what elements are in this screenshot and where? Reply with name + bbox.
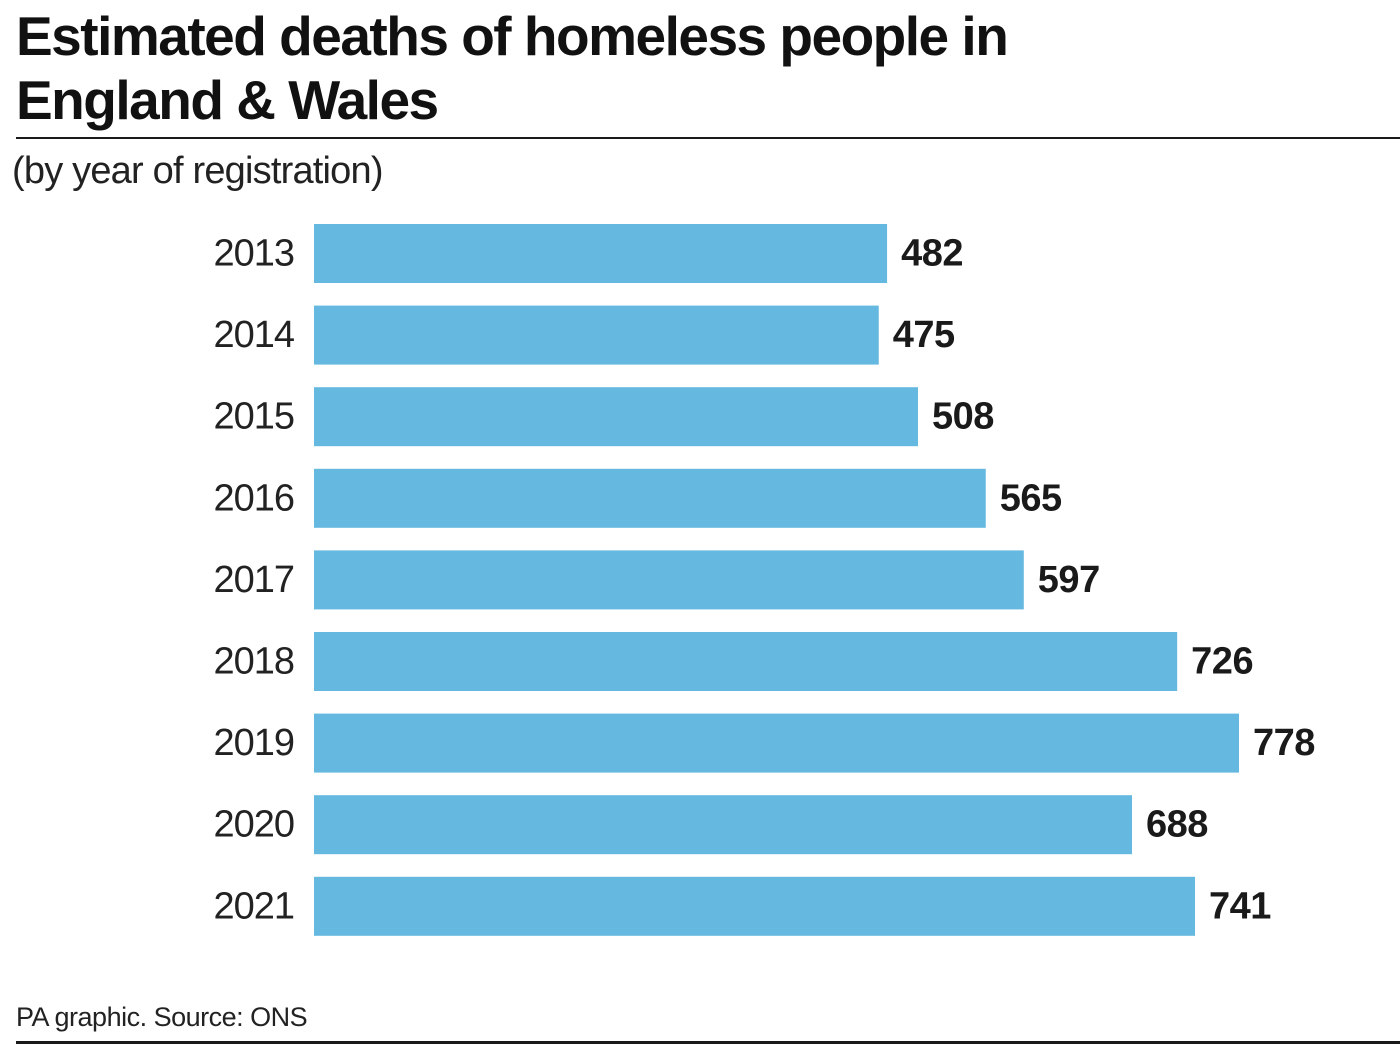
value-label-2016: 565 [1000, 477, 1062, 519]
bottom-divider [16, 1041, 1400, 1044]
bar-2016 [314, 468, 986, 528]
bar-2021 [314, 876, 1196, 936]
chart-subtitle: (by year of registration) [12, 150, 384, 192]
title-divider [16, 137, 1400, 139]
value-label-2018: 726 [1191, 641, 1253, 683]
bar-2020 [314, 795, 1132, 855]
category-label-2013: 2013 [213, 233, 294, 275]
bar-2019 [314, 713, 1239, 773]
category-label-2014: 2014 [213, 314, 294, 356]
chart-title: Estimated deaths of homeless people in E… [16, 5, 1009, 131]
category-label-2016: 2016 [213, 477, 294, 519]
category-label-2020: 2020 [213, 804, 294, 846]
bar-2013 [314, 224, 888, 283]
value-label-2021: 741 [1209, 885, 1271, 927]
category-label-2015: 2015 [213, 396, 294, 438]
value-label-2014: 475 [893, 314, 955, 356]
category-label-2019: 2019 [213, 722, 294, 764]
category-label-2021: 2021 [213, 885, 294, 927]
source-note: PA graphic. Source: ONS [16, 1002, 308, 1032]
value-label-2015: 508 [932, 396, 994, 438]
bar-2014 [314, 305, 879, 365]
category-label-2017: 2017 [213, 559, 294, 601]
value-label-2019: 778 [1253, 722, 1315, 764]
bar-2017 [314, 550, 1024, 610]
category-label-2018: 2018 [213, 641, 294, 683]
bar-2018 [314, 632, 1178, 691]
bar-2015 [314, 387, 918, 447]
value-label-2013: 482 [901, 233, 963, 275]
value-label-2020: 688 [1146, 804, 1208, 846]
value-label-2017: 597 [1038, 559, 1100, 601]
